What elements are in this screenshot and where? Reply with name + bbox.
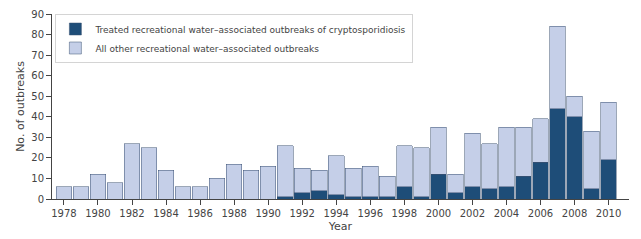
svg-text:60: 60 [31,70,44,81]
svg-text:2008: 2008 [562,208,587,219]
svg-text:2000: 2000 [426,208,451,219]
svg-text:1996: 1996 [358,208,383,219]
svg-text:2010: 2010 [596,208,621,219]
svg-text:1994: 1994 [324,208,349,219]
svg-text:1992: 1992 [289,208,314,219]
svg-text:1988: 1988 [221,208,246,219]
svg-text:2002: 2002 [460,208,485,219]
svg-text:2006: 2006 [528,208,553,219]
svg-text:40: 40 [31,111,44,122]
svg-text:1982: 1982 [119,208,144,219]
svg-text:1984: 1984 [153,208,178,219]
svg-text:All other recreational water–a: All other recreational water–associated … [95,44,319,54]
svg-text:1986: 1986 [187,208,212,219]
svg-text:10: 10 [31,173,44,184]
svg-text:20: 20 [31,152,44,163]
svg-text:2004: 2004 [494,208,519,219]
svg-text:1990: 1990 [255,208,280,219]
svg-text:1998: 1998 [392,208,417,219]
svg-text:0: 0 [38,194,44,205]
svg-text:1980: 1980 [85,208,110,219]
svg-text:80: 80 [31,29,44,40]
svg-text:1978: 1978 [51,208,76,219]
svg-text:Year: Year [328,220,353,233]
svg-text:50: 50 [31,91,44,102]
svg-text:30: 30 [31,132,44,143]
svg-text:Treated recreational water–ass: Treated recreational water–associated ou… [94,25,405,35]
svg-text:70: 70 [31,50,44,61]
svg-text:90: 90 [31,9,44,20]
svg-text:No. of outbreaks: No. of outbreaks [14,61,27,152]
